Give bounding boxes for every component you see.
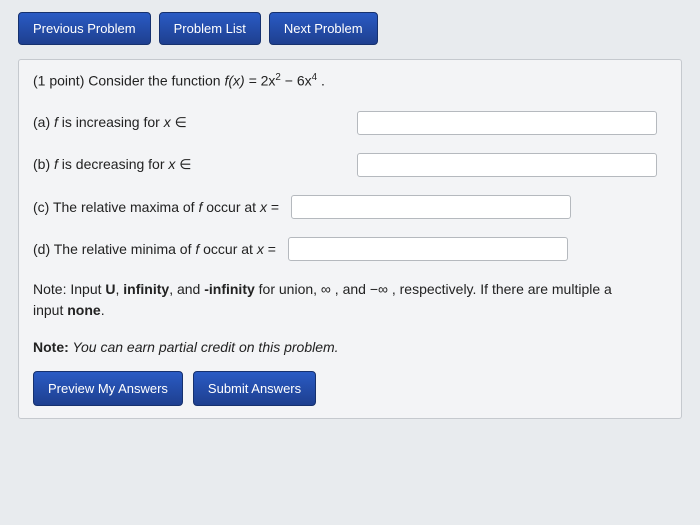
question-c-label: (c) The relative maxima of f occur at x … — [33, 199, 279, 215]
question-d-label: (d) The relative minima of f occur at x … — [33, 241, 276, 257]
qa-body: is increasing for — [58, 114, 164, 130]
function-part1: 2x — [261, 73, 276, 89]
submit-answers-button[interactable]: Submit Answers — [193, 371, 316, 406]
qc-tail: = — [267, 199, 279, 215]
qa-prefix: (a) — [33, 114, 54, 130]
function-lhs: f(x) = — [224, 73, 260, 89]
qb-tail: ∈ — [175, 156, 191, 172]
action-button-row: Preview My Answers Submit Answers — [33, 371, 667, 406]
qd-tail: = — [264, 241, 276, 257]
answer-d-input[interactable] — [288, 237, 568, 261]
answer-b-input[interactable] — [357, 153, 657, 177]
problem-container: (1 point) Consider the function f(x) = 2… — [18, 59, 682, 419]
input-note: Note: Input U, infinity, and -infinity f… — [33, 279, 667, 321]
qc-prefix: (c) The relative maxima of — [33, 199, 198, 215]
question-c-row: (c) The relative maxima of f occur at x … — [33, 195, 667, 219]
note1-mid2: , and — [169, 281, 204, 297]
note1-start: Note: Input — [33, 281, 105, 297]
function-part2: − 6x — [281, 73, 312, 89]
note1-line2a: input — [33, 302, 67, 318]
note2-body: You can earn partial credit on this prob… — [69, 339, 339, 355]
next-problem-button[interactable]: Next Problem — [269, 12, 378, 45]
previous-problem-button[interactable]: Previous Problem — [18, 12, 151, 45]
note1-none: none — [67, 302, 100, 318]
points-text: (1 point) Consider the function — [33, 73, 224, 89]
question-b-label: (b) f is decreasing for x ∈ — [33, 156, 191, 173]
qb-prefix: (b) — [33, 156, 54, 172]
note1-ninf: -infinity — [204, 281, 255, 297]
note2-start: Note: — [33, 339, 69, 355]
problem-statement: (1 point) Consider the function f(x) = 2… — [33, 72, 667, 89]
note1-line2b: . — [101, 302, 105, 318]
problem-list-button[interactable]: Problem List — [159, 12, 261, 45]
function-end: . — [317, 73, 325, 89]
nav-button-row: Previous Problem Problem List Next Probl… — [18, 12, 682, 45]
note1-mid3: for union, ∞ , and −∞ , respectively. If… — [255, 281, 612, 297]
qd-prefix: (d) The relative minima of — [33, 241, 195, 257]
qa-tail: ∈ — [171, 114, 187, 130]
qb-body: is decreasing for — [58, 156, 169, 172]
question-a-label: (a) f is increasing for x ∈ — [33, 114, 187, 131]
problem-page: Previous Problem Problem List Next Probl… — [0, 0, 700, 525]
qd-var: x — [257, 241, 264, 257]
preview-answers-button[interactable]: Preview My Answers — [33, 371, 183, 406]
note1-u: U — [105, 281, 115, 297]
partial-credit-note: Note: You can earn partial credit on thi… — [33, 339, 667, 355]
answer-c-input[interactable] — [291, 195, 571, 219]
qc-body: occur at — [202, 199, 260, 215]
qd-body: occur at — [199, 241, 257, 257]
question-b-row: (b) f is decreasing for x ∈ — [33, 153, 667, 177]
qa-var: x — [164, 114, 171, 130]
qc-var: x — [260, 199, 267, 215]
note1-inf: infinity — [123, 281, 169, 297]
question-d-row: (d) The relative minima of f occur at x … — [33, 237, 667, 261]
answer-a-input[interactable] — [357, 111, 657, 135]
question-a-row: (a) f is increasing for x ∈ — [33, 111, 667, 135]
